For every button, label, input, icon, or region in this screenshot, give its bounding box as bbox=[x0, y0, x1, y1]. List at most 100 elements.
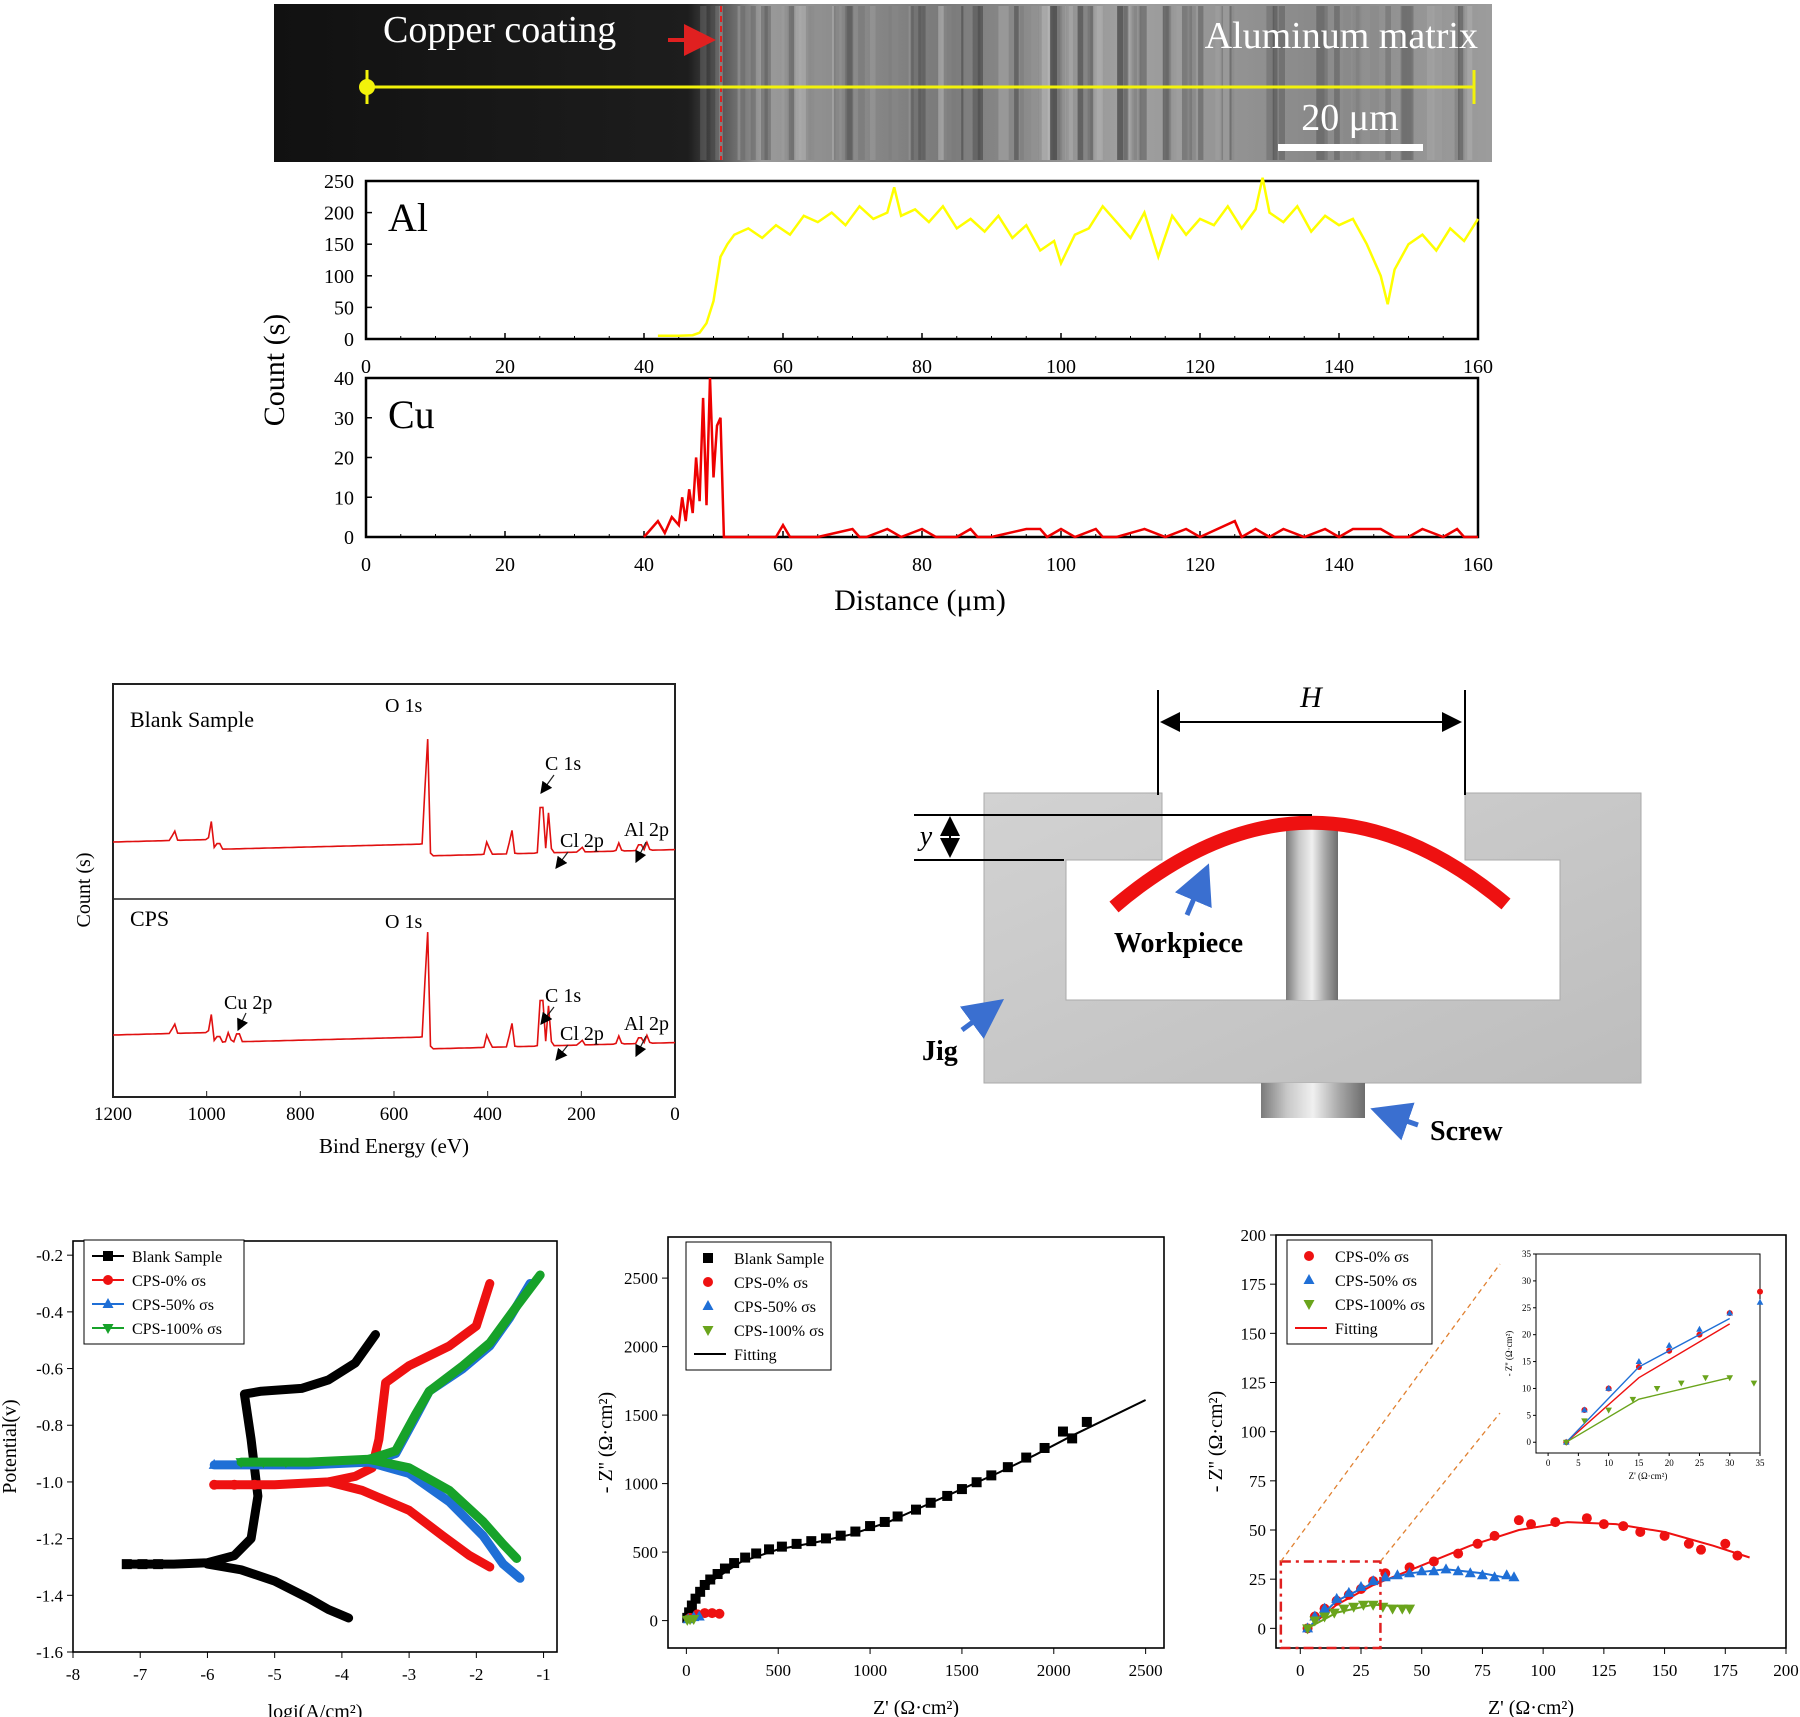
inset-fit-0 bbox=[1565, 1323, 1731, 1443]
nyquist2-point-1 bbox=[1404, 1567, 1416, 1578]
sem-streak bbox=[1343, 6, 1351, 160]
xps-arrow-c1s-bottom bbox=[540, 1006, 555, 1025]
x-tick-label: 500 bbox=[765, 1661, 791, 1680]
jig-body bbox=[983, 792, 1642, 1084]
sem-streak bbox=[1352, 6, 1362, 160]
legend-marker bbox=[102, 1298, 114, 1308]
inset-x-tick-label: 25 bbox=[1695, 1458, 1705, 1468]
legend-marker bbox=[703, 1277, 713, 1287]
nyquist-point-0 bbox=[791, 1538, 802, 1549]
sem-image: Copper coating Aluminum matrix 20 μm bbox=[274, 4, 1492, 162]
xps-arrow-cl2p-top bbox=[555, 851, 569, 869]
xps-arrow-al2p-bottom bbox=[635, 1035, 647, 1058]
inset-x-tick-label: 20 bbox=[1665, 1458, 1675, 1468]
tafel-marker bbox=[153, 1559, 164, 1570]
sem-streak bbox=[961, 6, 964, 160]
tafel-curve-1-cathodic bbox=[323, 1477, 495, 1572]
sem-streak bbox=[784, 6, 792, 160]
jig-label: Jig bbox=[922, 1036, 958, 1067]
nyquist2-point-1 bbox=[1331, 1592, 1343, 1603]
jig-diagram: H y Workpiece Jig Screw bbox=[914, 681, 1642, 1147]
y-tick-label: 100 bbox=[1241, 1423, 1267, 1442]
nyquist2-point-2 bbox=[1338, 1604, 1350, 1615]
al-plot: 0 50 100 150 200 250 0 20 40 60 80 100 120 140 160 Al bbox=[324, 171, 1493, 378]
sem-streak bbox=[1163, 6, 1172, 160]
inset-fit-1 bbox=[1565, 1317, 1731, 1443]
nyquist-point-0 bbox=[925, 1497, 936, 1508]
xps-bottom-cl2p: Cl 2p bbox=[560, 1023, 604, 1045]
sem-streak bbox=[1060, 6, 1068, 160]
inset-y-tick-label: 30 bbox=[1522, 1276, 1532, 1286]
nyquist-point-0 bbox=[764, 1544, 775, 1555]
x-tick-label: 50 bbox=[1413, 1661, 1430, 1680]
tafel-curve-0-cathodic bbox=[202, 1559, 354, 1623]
xps-spectrum-cps bbox=[112, 932, 676, 1050]
sem-streak bbox=[744, 6, 750, 160]
inset-x-tick-label: 15 bbox=[1634, 1458, 1644, 1468]
inset-point-2 bbox=[1605, 1407, 1612, 1414]
x-tick-label: -6 bbox=[200, 1665, 214, 1684]
sem-streak bbox=[1176, 6, 1182, 160]
sem-streak bbox=[750, 6, 756, 160]
nyquist2-point-0 bbox=[1696, 1544, 1706, 1555]
chart-frame bbox=[1275, 1234, 1787, 1649]
sem-streak bbox=[1077, 6, 1084, 160]
y-tick-label: 500 bbox=[633, 1543, 659, 1562]
x-tick-label: 100 bbox=[1046, 554, 1076, 576]
jig-arrow bbox=[959, 999, 1005, 1039]
sem-streak bbox=[1124, 6, 1129, 160]
legend-label: Blank Sample bbox=[734, 1251, 824, 1268]
sem-streak bbox=[845, 6, 854, 160]
x-tick-label: 0 bbox=[1296, 1661, 1305, 1680]
x-tick-label: 100 bbox=[1530, 1661, 1556, 1680]
sem-streak bbox=[1014, 6, 1019, 160]
nyquist-point-0 bbox=[986, 1470, 997, 1481]
x-tick-label: 25 bbox=[1353, 1661, 1370, 1680]
nyquist2-point-1 bbox=[1391, 1569, 1403, 1580]
nyquist-cps-chart: 0 25 50 75 100 125 150 175 200025507510012515017… bbox=[1205, 1226, 1799, 1717]
nyquist2-point-2 bbox=[1367, 1600, 1379, 1611]
x-tick-label: -2 bbox=[469, 1665, 483, 1684]
x-tick-label: 200 bbox=[1773, 1661, 1799, 1680]
x-tick-label: 160 bbox=[1463, 356, 1493, 378]
nyquist-point-0 bbox=[1002, 1462, 1013, 1473]
y-tick-label: -1.0 bbox=[36, 1473, 63, 1492]
nyquist2-point-2 bbox=[1319, 1612, 1331, 1623]
sem-streak bbox=[1130, 6, 1142, 160]
nyquist-point-0 bbox=[751, 1548, 762, 1559]
series-al bbox=[657, 177, 1480, 338]
nyquist-point-0 bbox=[850, 1526, 861, 1537]
legend-label: Fitting bbox=[734, 1347, 777, 1364]
zoom-guide-top bbox=[1280, 1263, 1501, 1562]
nyquist2-point-1 bbox=[1428, 1565, 1440, 1576]
chart-frame bbox=[72, 1240, 558, 1653]
xps-x-tick-label: 0 bbox=[670, 1104, 680, 1125]
legend-label: CPS-0% σs bbox=[132, 1273, 206, 1290]
legend-marker bbox=[1303, 1274, 1315, 1284]
nyquist-point-0 bbox=[684, 1607, 695, 1618]
y-tick-label: -0.4 bbox=[36, 1303, 63, 1322]
nyquist2-point-2 bbox=[1396, 1604, 1408, 1615]
inset-fit-2 bbox=[1565, 1377, 1730, 1443]
nyquist2-point-2 bbox=[1302, 1624, 1314, 1635]
tafel-curve-0-anodic bbox=[122, 1330, 380, 1569]
inset-point-1 bbox=[1756, 1298, 1764, 1305]
nyquist-point-0 bbox=[971, 1477, 982, 1488]
y-axis-label: - Z'' (Ω·cm²) bbox=[1205, 1391, 1227, 1492]
xps-top-o1s: O 1s bbox=[385, 695, 422, 717]
sem-streak bbox=[1324, 6, 1328, 160]
inset-y-tick-label: 20 bbox=[1522, 1330, 1532, 1340]
inset-x-tick-label: 0 bbox=[1546, 1458, 1551, 1468]
nyquist2-point-1 bbox=[1319, 1602, 1331, 1613]
y-tick-label: -0.6 bbox=[36, 1360, 63, 1379]
xps-top-c1s: C 1s bbox=[545, 753, 581, 775]
sem-streak bbox=[1463, 6, 1473, 160]
sem-streak bbox=[1370, 6, 1379, 160]
y-axis-label: - Z'' (Ω·cm²) bbox=[595, 1392, 617, 1493]
x-axis-label: Z' (Ω·cm²) bbox=[1488, 1697, 1574, 1717]
y-tick-label: 0 bbox=[344, 527, 354, 549]
inset-point-2 bbox=[1581, 1418, 1588, 1425]
plot-frame bbox=[364, 376, 1480, 539]
